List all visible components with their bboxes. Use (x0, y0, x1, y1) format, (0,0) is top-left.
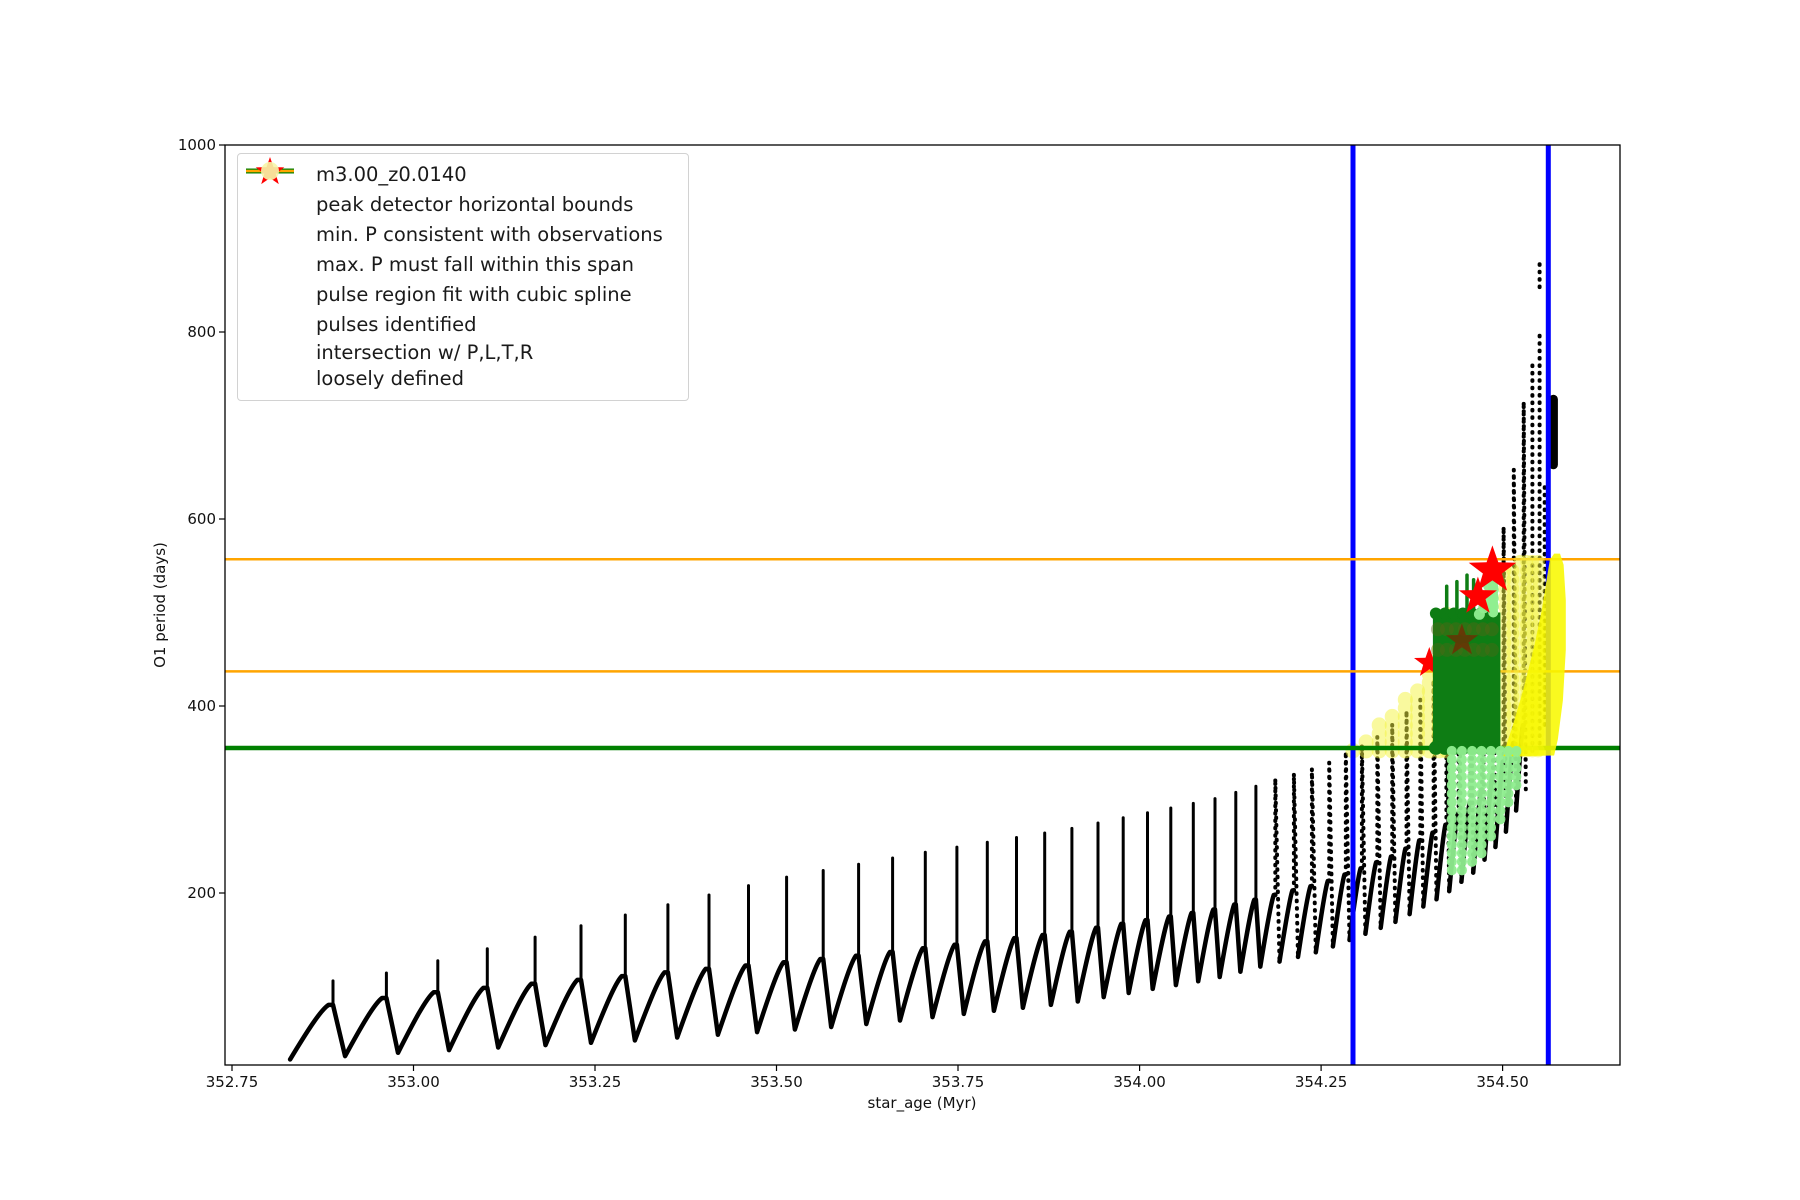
fit-block (1428, 573, 1501, 755)
x-tick-label: 353.50 (750, 1073, 803, 1091)
x-tick-label: 354.50 (1476, 1073, 1529, 1091)
legend-item-label: intersection w/ P,L,T,R loosely defined (316, 341, 534, 390)
legend-item: m3.00_z0.0140 (244, 160, 680, 190)
x-axis-label: star_age (Myr) (867, 1094, 977, 1112)
pulse-star (1468, 545, 1517, 591)
legend-item-label: m3.00_z0.0140 (316, 163, 467, 186)
axes-frame (224, 144, 1621, 1066)
y-tick-label: 1000 (177, 136, 216, 154)
y-tick-label: 200 (187, 884, 216, 902)
legend-item: peak detector horizontal bounds (244, 168, 680, 220)
x-tick-label: 353.00 (387, 1073, 440, 1091)
x-tick-label: 353.25 (568, 1073, 622, 1091)
x-tick-label: 353.75 (931, 1073, 985, 1091)
legend-item: intersection w/ P,L,T,R loosely defined (244, 162, 680, 392)
legend-item: pulses identified (244, 157, 680, 340)
legend-item-label: max. P must fall within this span (316, 253, 635, 276)
pulse-star (1414, 647, 1445, 676)
legend-item-label: peak detector horizontal bounds (316, 193, 634, 216)
y-axis-label: O1 period (days) (151, 542, 169, 668)
legend-item-label: pulse region fit with cubic spline (316, 283, 632, 306)
legend-item-label: min. P consistent with observations (316, 223, 663, 246)
y-tick-label: 400 (187, 697, 216, 715)
x-tick-label: 354.25 (1294, 1073, 1348, 1091)
legend-item: min. P consistent with observations (244, 168, 680, 250)
x-tick-label: 354.00 (1113, 1073, 1166, 1091)
x-tick-label: 352.75 (205, 1073, 259, 1091)
plot-area (225, 145, 1620, 1065)
y-tick-label: 800 (187, 323, 216, 341)
track-spikes-solid (331, 784, 1258, 1007)
pulse-star-hidden (1445, 623, 1479, 655)
track-baseline (287, 723, 1526, 1062)
pulse-star (1458, 576, 1497, 613)
legend-item: max. P must fall within this span (244, 169, 680, 280)
y-tick-label: 600 (187, 510, 216, 528)
legend-item-label: pulses identified (316, 313, 477, 336)
intersection-blob (1502, 553, 1566, 757)
legend-item: pulse region fit with cubic spline (244, 166, 680, 310)
spline-dot (1473, 608, 1485, 620)
